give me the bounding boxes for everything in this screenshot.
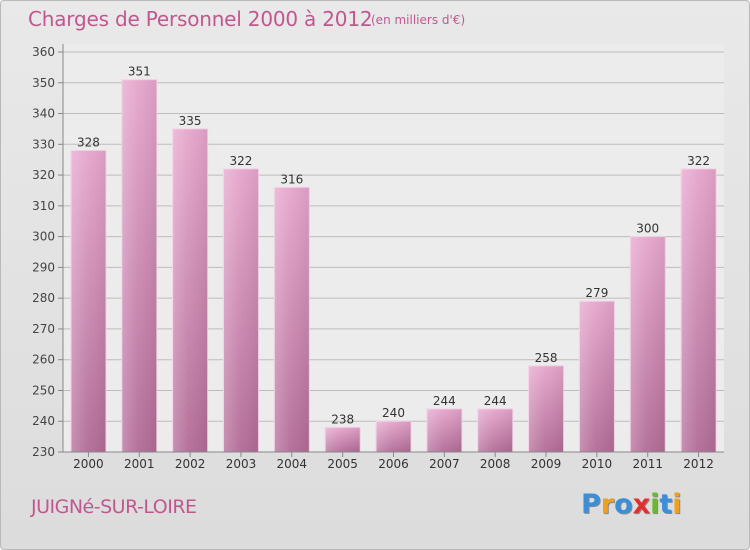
y-tick-label: 240	[32, 414, 55, 428]
x-tick-label: 2009	[531, 457, 562, 471]
bar-highlight	[376, 421, 411, 452]
logo-letter: P	[581, 489, 601, 520]
bar-highlight	[172, 128, 208, 452]
x-tick-label: 2000	[73, 457, 104, 471]
y-tick-label: 260	[32, 353, 55, 367]
data-label: 322	[230, 154, 253, 168]
data-label: 240	[382, 406, 405, 420]
logo-letter: x	[632, 489, 651, 520]
y-tick-label: 320	[32, 168, 55, 182]
y-tick-label: 300	[32, 230, 55, 244]
bar-highlight	[274, 187, 310, 452]
x-tick-label: 2011	[632, 457, 663, 471]
x-tick-label: 2010	[582, 457, 613, 471]
data-label: 300	[636, 222, 659, 236]
y-tick-label: 310	[32, 199, 55, 213]
data-label: 238	[331, 412, 354, 426]
x-tick-label: 2007	[429, 457, 460, 471]
logo-letter: o	[614, 489, 633, 520]
data-label: 322	[687, 154, 710, 168]
x-tick-label: 2008	[480, 457, 511, 471]
logo-letter: r	[600, 489, 615, 520]
bar-highlight	[477, 408, 513, 452]
commune-name: JUIGNé-SUR-LOIRE	[31, 496, 197, 518]
data-label: 328	[77, 135, 100, 149]
chart-title: Charges de Personnel 2000 à 2012	[28, 7, 373, 31]
y-tick-label: 330	[32, 137, 55, 151]
proxiti-logo: Proxiti	[581, 489, 682, 520]
x-tick-label: 2004	[277, 457, 308, 471]
data-label: 244	[433, 394, 456, 408]
y-tick-label: 290	[32, 260, 55, 274]
x-tick-label: 2002	[175, 457, 206, 471]
x-tick-label: 2012	[683, 457, 714, 471]
y-tick-label: 270	[32, 322, 55, 336]
bar-highlight	[325, 427, 361, 452]
x-tick-label: 2003	[226, 457, 257, 471]
bar-highlight	[223, 168, 259, 452]
bar-highlight	[528, 365, 564, 452]
data-label: 316	[280, 172, 303, 186]
y-tick-label: 350	[32, 76, 55, 90]
data-label: 351	[128, 65, 151, 79]
data-label: 279	[585, 286, 608, 300]
bar-highlight	[70, 150, 106, 452]
logo-letter: t	[659, 489, 673, 520]
data-label: 258	[535, 351, 558, 365]
x-tick-label: 2001	[124, 457, 155, 471]
bar-highlight	[630, 236, 666, 452]
y-tick-label: 230	[32, 445, 55, 459]
bar-highlight	[121, 79, 157, 452]
data-label: 335	[179, 114, 202, 128]
y-tick-label: 250	[32, 383, 55, 397]
y-tick-label: 340	[32, 107, 55, 121]
bar-highlight	[426, 408, 462, 452]
chart-subtitle: (en milliers d'€)	[371, 13, 466, 27]
logo-letter: i	[650, 489, 660, 520]
y-tick-label: 360	[32, 45, 55, 59]
y-tick-label: 280	[32, 291, 55, 305]
x-tick-label: 2006	[378, 457, 409, 471]
logo-letter: i	[672, 489, 682, 520]
x-tick-label: 2005	[327, 457, 358, 471]
bar-highlight	[681, 168, 717, 452]
data-label: 244	[484, 394, 507, 408]
bar-highlight	[579, 301, 615, 452]
